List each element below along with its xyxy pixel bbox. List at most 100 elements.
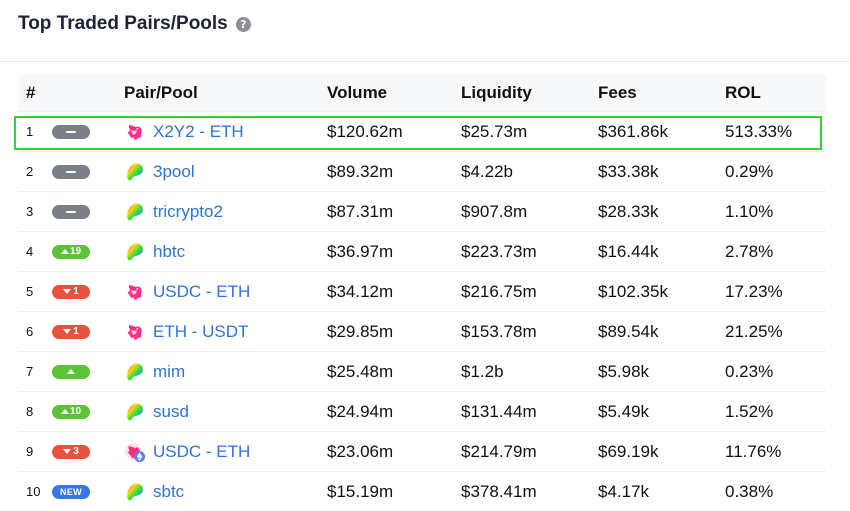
column-header-fees[interactable]: Fees (598, 75, 725, 112)
volume-cell: $15.19m (327, 471, 461, 511)
rank-cell: 4 19 (18, 231, 124, 272)
liquidity-cell: $153.78m (461, 311, 598, 352)
rank-change-value: 1 (73, 286, 79, 297)
table-row[interactable]: 9 3 USDC - ETH $23.06m $214.79m $69.19k 11.76% (18, 431, 826, 472)
liquidity-cell: $214.79m (461, 431, 598, 472)
rank-cell: 1 (18, 111, 124, 152)
pairs-table: # Pair/Pool Volume Liquidity Fees ROL 1 X… (18, 75, 826, 511)
fees-cell: $361.86k (598, 111, 725, 152)
pair-link[interactable]: USDC - ETH (153, 281, 251, 301)
rank-change-value: 1 (73, 326, 79, 337)
table-row[interactable]: 3 tricrypto2 $87.31m $907.8m $28.33k 1.10% (18, 191, 826, 232)
volume-cell: $36.97m (327, 231, 461, 272)
liquidity-cell: $223.73m (461, 231, 598, 272)
column-header-rank[interactable]: # (18, 75, 124, 112)
pair-cell: 3pool (124, 151, 327, 192)
fees-cell: $28.33k (598, 191, 725, 232)
rank-number: 7 (26, 364, 34, 379)
rol-cell: 513.33% (725, 111, 826, 152)
rank-number: 6 (26, 324, 34, 339)
pair-cell: susd (124, 391, 327, 432)
table-row[interactable]: 1 X2Y2 - ETH $120.62m $25.73m $361.86k 513.33… (18, 111, 826, 152)
table-row[interactable]: 8 10 susd $24.94m $131.44m $5.49k 1.52% (18, 391, 826, 432)
fees-cell: $89.54k (598, 311, 725, 352)
volume-cell: $87.31m (327, 191, 461, 232)
pair-link[interactable]: susd (153, 401, 189, 421)
pair-cell: hbtc (124, 231, 327, 272)
curve-icon (124, 361, 146, 383)
fees-cell: $33.38k (598, 151, 725, 192)
volume-cell: $24.94m (327, 391, 461, 432)
rank-cell: 10 NEW (18, 471, 124, 511)
pair-link[interactable]: sbtc (153, 481, 185, 501)
curve-icon (124, 481, 146, 503)
uniswap-v3-icon (124, 441, 146, 463)
pair-link[interactable]: mim (153, 361, 186, 381)
rol-cell: 21.25% (725, 311, 826, 352)
fees-cell: $5.98k (598, 351, 725, 392)
pair-link[interactable]: 3pool (153, 161, 195, 181)
column-header-rol[interactable]: ROL (725, 75, 826, 112)
table-row[interactable]: 7 mim $25.48m $1.2b $5.98k 0.23% (18, 351, 826, 392)
rol-cell: 2.78% (725, 231, 826, 272)
pair-link[interactable]: USDC - ETH (153, 441, 251, 461)
rank-change-value: 10 (69, 406, 82, 417)
liquidity-cell: $216.75m (461, 271, 598, 312)
volume-cell: $29.85m (327, 311, 461, 352)
pair-link[interactable]: ETH - USDT (153, 321, 249, 341)
rank-change-badge (52, 124, 90, 139)
table-row[interactable]: 2 3pool $89.32m $4.22b $33.38k 0.29% (18, 151, 826, 192)
curve-icon (124, 201, 146, 223)
table-row[interactable]: 10 NEW sbtc $15.19m $378.41m $4.17k 0.38% (18, 471, 826, 511)
rank-change-value: NEW (60, 486, 82, 497)
rol-cell: 11.76% (725, 431, 826, 472)
rank-change-badge (52, 204, 90, 219)
rank-number: 8 (26, 404, 34, 419)
liquidity-cell: $1.2b (461, 351, 598, 392)
uniswap-icon (124, 281, 146, 303)
rank-change-badge: 3 (52, 444, 90, 459)
pair-cell: X2Y2 - ETH (124, 111, 327, 152)
rank-cell: 3 (18, 191, 124, 232)
rol-cell: 17.23% (725, 271, 826, 312)
question-circle-icon[interactable]: ? (235, 16, 251, 32)
rank-change-value: 19 (69, 246, 82, 257)
rank-change-badge: 1 (52, 284, 90, 299)
rank-cell: 7 (18, 351, 124, 392)
pair-link[interactable]: tricrypto2 (153, 201, 223, 221)
curve-icon (124, 401, 146, 423)
rank-cell: 2 (18, 151, 124, 192)
rank-change-badge: 1 (52, 324, 90, 339)
pair-link[interactable]: hbtc (153, 241, 186, 261)
rank-change-value: 3 (73, 446, 79, 457)
rank-number: 10 (26, 484, 41, 499)
volume-cell: $89.32m (327, 151, 461, 192)
fees-cell: $5.49k (598, 391, 725, 432)
liquidity-cell: $378.41m (461, 471, 598, 511)
uniswap-icon (124, 321, 146, 343)
pair-link[interactable]: X2Y2 - ETH (153, 121, 244, 141)
column-header-liquidity[interactable]: Liquidity (461, 75, 598, 112)
pair-cell: mim (124, 351, 327, 392)
rol-cell: 0.38% (725, 471, 826, 511)
table-row[interactable]: 4 19 hbtc $36.97m $223.73m $16.44k 2.78% (18, 231, 826, 272)
curve-icon (124, 241, 146, 263)
table-row[interactable]: 5 1 USDC - ETH $34.12m $216.75m $102.35k 17.23… (18, 271, 826, 312)
rank-number: 5 (26, 284, 34, 299)
table-row[interactable]: 6 1 ETH - USDT $29.85m $153.78m $89.54k 21.25% (18, 311, 826, 352)
liquidity-cell: $25.73m (461, 111, 598, 152)
rol-cell: 1.52% (725, 391, 826, 432)
column-header-pair[interactable]: Pair/Pool (124, 75, 327, 112)
rank-change-badge (52, 364, 90, 379)
volume-cell: $23.06m (327, 431, 461, 472)
volume-cell: $34.12m (327, 271, 461, 312)
pair-cell: sbtc (124, 471, 327, 511)
rank-number: 4 (26, 244, 34, 259)
rank-number: 3 (26, 204, 34, 219)
rol-cell: 1.10% (725, 191, 826, 232)
column-header-volume[interactable]: Volume (327, 75, 461, 112)
pair-cell: USDC - ETH (124, 431, 327, 472)
table-header-row: # Pair/Pool Volume Liquidity Fees ROL (18, 75, 826, 112)
